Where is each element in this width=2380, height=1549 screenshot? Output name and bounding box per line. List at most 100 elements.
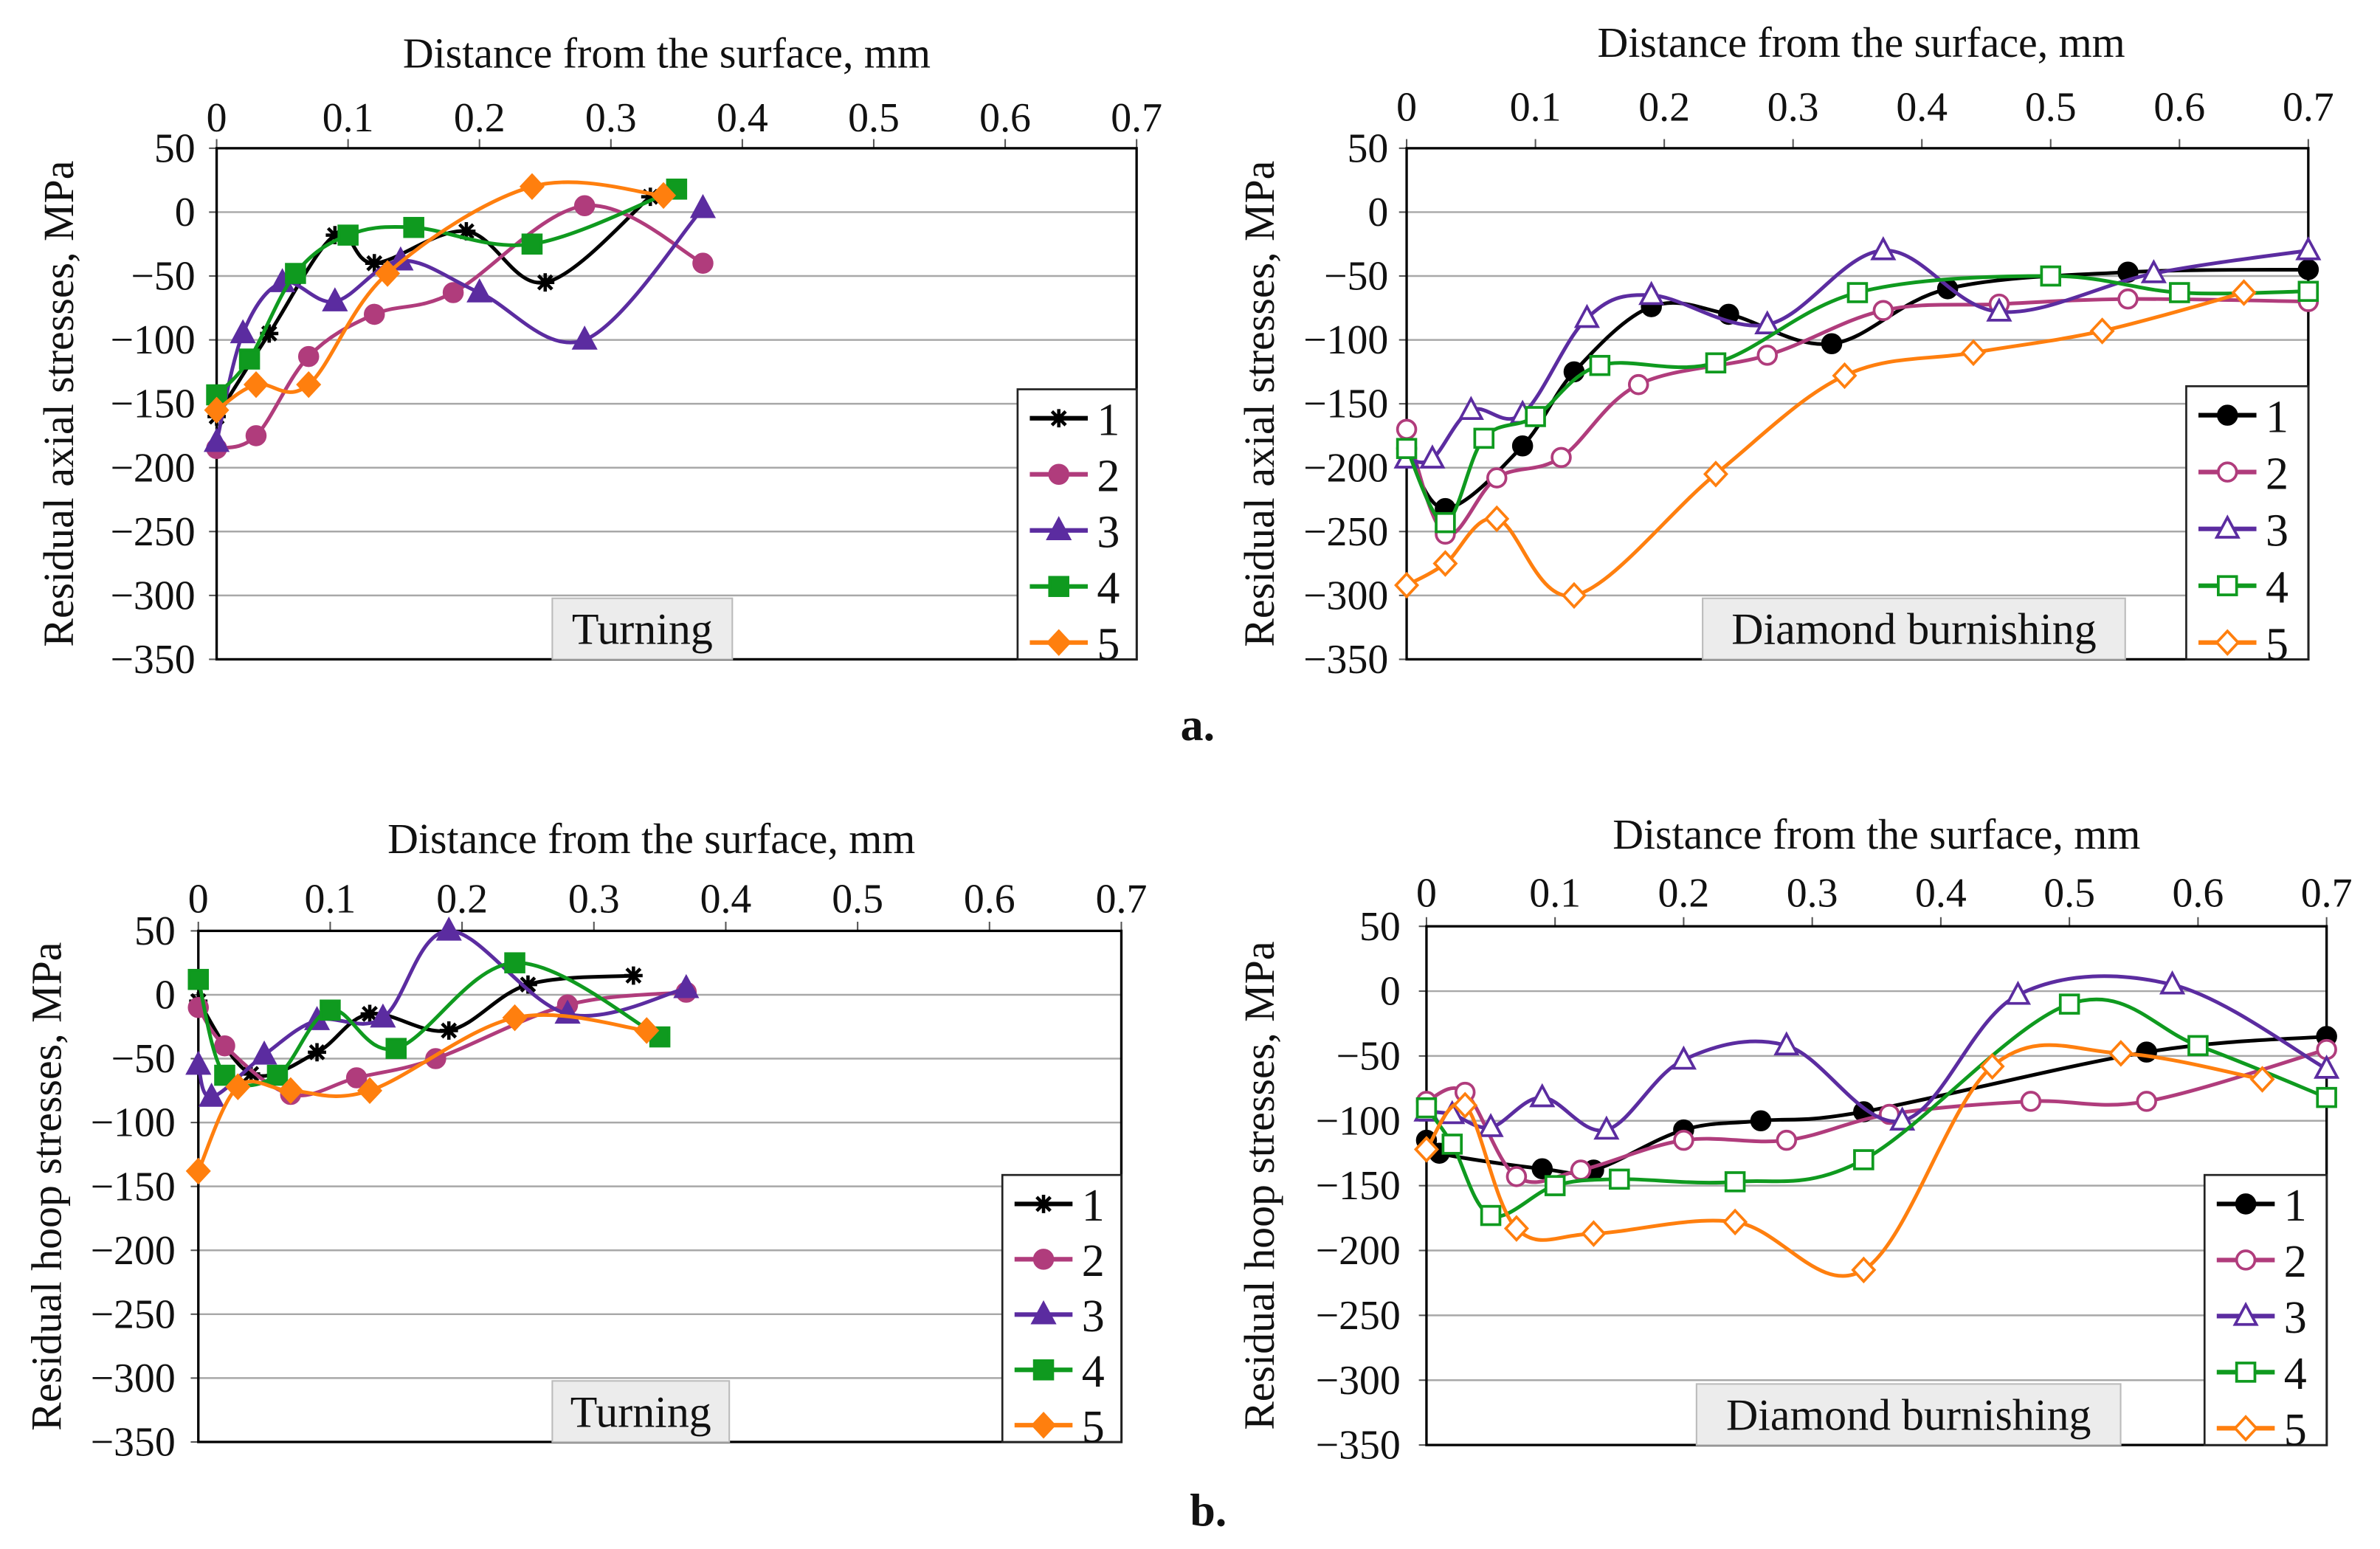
data-point <box>345 1067 368 1089</box>
data-point <box>1589 354 1611 376</box>
data-point <box>466 278 493 303</box>
data-point <box>370 1003 396 1028</box>
data-point <box>1724 1171 1746 1193</box>
chart-b-turning: 50 0 −50 −100 −150 −200 −250 −300 −350 0 0.1 0.2 0.3… <box>23 815 1148 1466</box>
y-tick-label: −200 <box>110 445 195 491</box>
data-point <box>2108 1040 2134 1067</box>
x-tick-label: 0.6 <box>979 95 1031 141</box>
data-point <box>337 224 359 246</box>
legend-label: 5 <box>1097 619 1120 669</box>
x-tick-label: 0.5 <box>2025 85 2077 131</box>
legend-entry: 3 <box>1014 1291 1105 1342</box>
y-tick-label: −50 <box>1324 254 1388 300</box>
data-point <box>1670 1045 1697 1070</box>
data-point <box>1480 1204 1502 1227</box>
y-axis-label: Residual axial stresses, MPa <box>1235 161 1283 647</box>
legend-entry: 1 <box>1029 396 1120 446</box>
legend-entry: 4 <box>2216 1349 2307 1399</box>
legend-marker <box>2217 575 2238 596</box>
legend-entry: 4 <box>1029 563 1120 613</box>
data-point <box>1573 303 1600 328</box>
x-tick-label: 0 <box>1396 85 1417 131</box>
data-point <box>651 182 677 210</box>
method-label-box <box>1702 597 2126 660</box>
legend-label: 4 <box>2284 1349 2307 1399</box>
series-line <box>1424 1043 2263 1278</box>
legend-entry: 2 <box>1029 451 1120 501</box>
legend-entry: 3 <box>1029 507 1120 557</box>
x-tick-label: 0.1 <box>1529 870 1581 916</box>
data-point <box>225 1073 251 1100</box>
data-point <box>357 1077 383 1105</box>
figure-label-a: a. <box>1181 700 1215 751</box>
data-point <box>1432 550 1458 577</box>
y-axis-label: Residual hoop stresses, MPa <box>1235 941 1283 1429</box>
y-axis-label: Residual axial stresses, MPa <box>35 161 83 647</box>
legend-marker <box>1046 516 1072 540</box>
data-point <box>185 1157 211 1185</box>
data-point <box>238 348 261 370</box>
legend-entry: 1 <box>1014 1181 1105 1231</box>
data-point <box>1435 511 1456 534</box>
data-point <box>2169 282 2190 303</box>
x-tick-label: 0.3 <box>1767 85 1819 131</box>
data-point <box>1413 1136 1439 1163</box>
x-tick-label: 0.2 <box>1638 85 1690 131</box>
x-tick-label: 0.2 <box>1658 870 1710 916</box>
data-point <box>243 370 269 399</box>
data-point <box>692 252 714 274</box>
data-point <box>385 1038 407 1059</box>
legend-marker <box>1049 409 1069 428</box>
legend-entry: 1 <box>2198 392 2288 442</box>
series-5 <box>185 1004 660 1185</box>
data-point <box>1705 352 1727 374</box>
y-tick-label: −100 <box>1316 1098 1401 1144</box>
data-point <box>403 216 424 238</box>
y-tick-label: −200 <box>1316 1228 1401 1274</box>
data-point <box>1441 1134 1463 1155</box>
data-point <box>297 345 320 368</box>
x-tick-label: 0.4 <box>1896 85 1948 131</box>
data-point <box>442 282 464 303</box>
data-point <box>251 1040 277 1065</box>
x-tick-label: 0.7 <box>1111 95 1162 141</box>
y-tick-label: 50 <box>1347 125 1388 171</box>
data-point <box>519 173 545 201</box>
series-4 <box>206 179 688 406</box>
data-point <box>1452 1091 1478 1119</box>
data-point <box>2249 1066 2275 1093</box>
y-tick-label: −250 <box>1316 1293 1401 1339</box>
legend-label: 3 <box>1082 1291 1105 1342</box>
y-tick-label: −150 <box>1316 1163 1401 1209</box>
x-tick-label: 0.5 <box>848 95 900 141</box>
y-tick-label: −200 <box>1303 445 1388 491</box>
method-label: Diamond burnishing <box>1726 1390 2091 1439</box>
data-point <box>1979 1052 2005 1080</box>
data-point <box>1458 396 1484 421</box>
data-point <box>1531 1158 1553 1180</box>
y-axis-label: Residual hoop stresses, MPa <box>23 942 71 1431</box>
data-point <box>375 260 401 287</box>
data-point <box>1396 438 1418 460</box>
y-tick-label: −150 <box>110 382 195 427</box>
y-tick-label: 0 <box>155 973 176 1018</box>
series-3 <box>1393 235 2322 469</box>
data-point <box>2136 1091 2157 1112</box>
legend-label: 2 <box>2266 449 2288 499</box>
data-point <box>1870 235 1897 261</box>
data-point <box>2159 970 2186 995</box>
method-label: Diamond burnishing <box>1731 605 2096 654</box>
legend-box <box>1001 1173 1122 1443</box>
legend-marker <box>2217 404 2238 426</box>
x-tick-label: 0.1 <box>322 95 374 141</box>
data-point <box>1986 297 2012 322</box>
data-point <box>1821 333 1843 355</box>
legend-label: 1 <box>2284 1181 2307 1231</box>
data-point <box>2297 280 2319 303</box>
legend-marker <box>1046 629 1072 656</box>
series-line <box>215 203 704 451</box>
method-label: Turning <box>570 1387 711 1436</box>
legend-label: 3 <box>2266 506 2288 556</box>
legend-entry: 5 <box>1014 1402 1105 1452</box>
